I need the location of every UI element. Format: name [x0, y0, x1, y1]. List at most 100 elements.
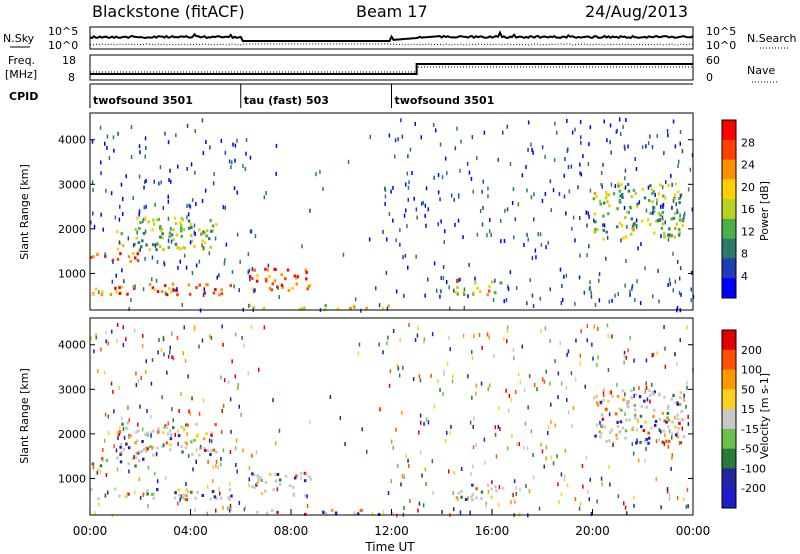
- velocity-cell: [180, 391, 182, 396]
- velocity-cell: [501, 486, 505, 490]
- power-cell: [152, 222, 156, 226]
- power-cell: [387, 304, 390, 308]
- power-cell: [262, 307, 266, 311]
- velocity-cell: [666, 487, 669, 491]
- power-cell: [349, 307, 352, 310]
- power-cell: [588, 244, 590, 249]
- velocity-cell: [169, 350, 171, 355]
- velocity-cell: [126, 421, 129, 425]
- power-cell: [155, 248, 158, 252]
- velocity-cell: [610, 428, 614, 432]
- y-tick-label: 3000: [58, 383, 86, 396]
- velocity-cell: [456, 498, 459, 502]
- velocity-cell: [550, 455, 553, 460]
- velocity-cell: [633, 394, 635, 398]
- power-cell: [420, 201, 423, 206]
- velocity-cell: [643, 399, 646, 403]
- velocity-cell: [494, 432, 497, 437]
- velocity-cell: [633, 358, 635, 363]
- power-cell: [104, 141, 106, 146]
- velocity-cell: [248, 477, 250, 482]
- power-cell: [172, 287, 174, 292]
- power-cell: [422, 200, 424, 205]
- velocity-cell: [536, 387, 538, 392]
- velocity-cell: [255, 483, 258, 487]
- power-cell: [620, 238, 622, 243]
- velocity-cell: [199, 446, 201, 451]
- velocity-cell: [658, 417, 662, 421]
- velocity-cell: [418, 430, 420, 435]
- power-cell: [296, 275, 299, 279]
- power-cell: [652, 205, 654, 210]
- velocity-cell: [241, 335, 243, 340]
- noise-search-label: N.Search: [747, 32, 797, 45]
- power-cell: [191, 271, 194, 275]
- velocity-cell: [392, 329, 395, 333]
- velocity-cell: [625, 418, 628, 422]
- velocity-cell: [614, 412, 618, 416]
- power-cell: [661, 210, 664, 214]
- power-cell: [619, 117, 621, 122]
- velocity-cell: [618, 430, 622, 434]
- noise-search-line: [89, 43, 694, 46]
- velocity-cell: [195, 460, 197, 464]
- power-cell: [672, 251, 674, 256]
- power-cell: [490, 232, 492, 237]
- power-cell: [606, 193, 609, 197]
- velocity-cell: [530, 429, 533, 434]
- velocity-cell: [96, 470, 99, 475]
- velocity-cell: [540, 328, 542, 333]
- velocity-cell: [626, 400, 629, 404]
- power-cell: [644, 266, 646, 271]
- power-cell: [663, 151, 665, 156]
- velocity-cell: [559, 341, 561, 346]
- velocity-cell: [356, 512, 360, 516]
- velocity-cell: [258, 367, 260, 372]
- power-cell: [639, 301, 642, 305]
- power-cell: [567, 165, 570, 169]
- velocity-cell: [165, 425, 168, 429]
- velocity-cell: [526, 446, 529, 451]
- power-cell: [582, 154, 584, 159]
- power-cell: [593, 218, 595, 223]
- power-cell: [172, 238, 175, 241]
- power-cell: [602, 201, 606, 205]
- velocity-cell: [638, 386, 640, 391]
- power-cell: [159, 226, 162, 230]
- power-cell: [533, 217, 535, 222]
- velocity-cell: [623, 354, 626, 359]
- power-cell: [395, 289, 398, 294]
- velocity-cell: [626, 404, 629, 408]
- power-cell: [566, 118, 568, 123]
- power-cell: [610, 150, 612, 155]
- power-cell: [156, 242, 159, 246]
- velocity-cell: [151, 446, 153, 450]
- power-cell: [172, 228, 175, 232]
- velocity-cell: [623, 350, 626, 355]
- velocity-cell: [119, 453, 122, 456]
- power-cell: [110, 191, 113, 196]
- power-cell: [657, 211, 661, 215]
- power-cell: [572, 215, 575, 220]
- velocity-cell: [486, 483, 490, 487]
- power-cell: [218, 293, 221, 297]
- velocity-cell: [550, 420, 552, 425]
- power-cell: [596, 228, 599, 232]
- power-cell: [129, 259, 132, 263]
- velocity-cell: [628, 418, 631, 422]
- velocity-cell: [238, 404, 240, 409]
- power-cell: [120, 182, 123, 187]
- power-cell: [147, 220, 150, 224]
- power-cell: [437, 190, 440, 195]
- power-cell: [624, 235, 628, 239]
- power-cell: [656, 218, 660, 222]
- velocity-cell: [107, 490, 109, 495]
- velocity-cell: [119, 443, 123, 446]
- power-cell: [138, 174, 141, 179]
- velocity-cell: [633, 386, 635, 391]
- power-cell: [307, 285, 311, 288]
- power-cell: [385, 270, 388, 275]
- power-cell: [593, 212, 597, 216]
- velocity-cell: [518, 442, 520, 447]
